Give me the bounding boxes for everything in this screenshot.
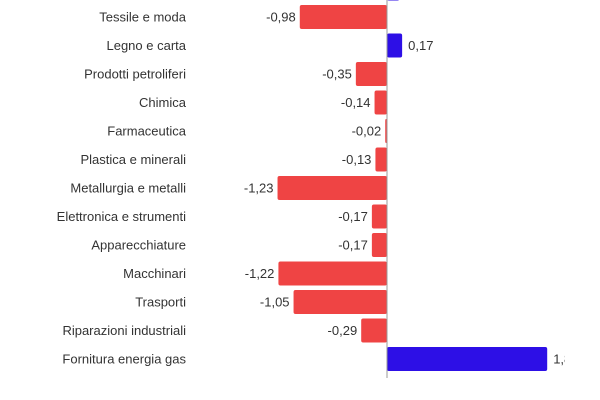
category-label: Farmaceutica — [107, 124, 187, 139]
category-label: Elettronica e strumenti — [57, 209, 186, 224]
bar — [375, 147, 387, 172]
bar — [374, 90, 387, 115]
category-label: Tessile e moda — [99, 10, 186, 25]
bar — [293, 290, 387, 314]
category-label: Legno e carta — [106, 38, 186, 53]
value-label: -0,17 — [338, 209, 368, 224]
bar — [387, 347, 548, 371]
bar — [361, 318, 387, 343]
category-label: Fornitura energia gas — [62, 352, 186, 367]
bar — [387, 0, 399, 1]
value-label: -0,13 — [342, 152, 372, 167]
value-label: -0,14 — [341, 95, 371, 110]
category-label: Metallurgia e metalli — [70, 181, 186, 196]
value-label: -0,02 — [352, 124, 382, 139]
value-label: 0,17 — [408, 38, 433, 53]
value-label: -1,23 — [244, 181, 274, 196]
category-label: Apparecchiature — [91, 238, 186, 253]
value-label: -0,29 — [328, 323, 358, 338]
value-label: -1,22 — [245, 266, 275, 281]
category-label: Prodotti petroliferi — [84, 67, 186, 82]
category-label: Plastica e minerali — [81, 152, 187, 167]
category-label: Macchinari — [123, 266, 186, 281]
value-label: -1,05 — [260, 295, 290, 310]
category-label: Riparazioni industriali — [62, 323, 186, 338]
category-label: Trasporti — [135, 295, 186, 310]
bar — [299, 5, 387, 29]
bar — [278, 261, 387, 286]
value-label: -0,35 — [322, 67, 352, 82]
bar — [355, 62, 387, 86]
bar — [371, 233, 387, 257]
category-label: Chimica — [139, 95, 187, 110]
value-label: -0,98 — [266, 10, 296, 25]
value-label: -0,17 — [338, 238, 368, 253]
bar — [277, 176, 387, 200]
bar — [371, 204, 387, 229]
value-label: 1,8 — [553, 352, 571, 367]
bar — [387, 33, 403, 58]
